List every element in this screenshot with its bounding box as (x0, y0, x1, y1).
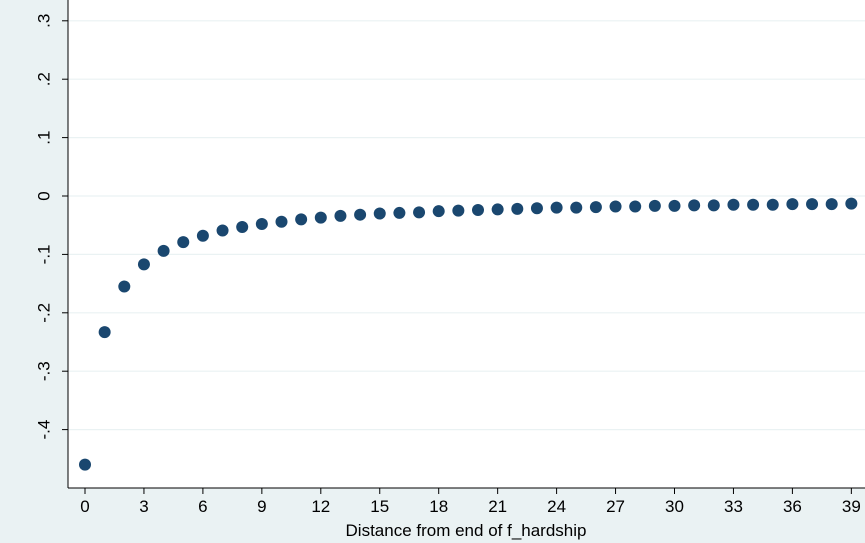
data-point (707, 199, 720, 212)
x-axis-ticks: 0 3 6 9 12 15 18 21 24 27 30 33 36 39 (80, 488, 861, 516)
data-point (609, 200, 622, 213)
data-point (236, 220, 249, 233)
x-axis-title: Distance from end of f_hardship (346, 521, 587, 540)
x-tick-label: 36 (783, 497, 802, 516)
x-tick-label: 24 (547, 497, 566, 516)
data-point (393, 206, 406, 219)
data-point (354, 208, 367, 221)
data-point (727, 198, 740, 211)
data-point (786, 198, 799, 211)
data-point (845, 197, 858, 210)
x-tick-label: 9 (257, 497, 266, 516)
x-tick-label: 18 (429, 497, 448, 516)
gridlines (68, 20, 865, 431)
y-tick-label: -.3 (35, 361, 54, 381)
data-point (255, 218, 268, 231)
data-point (295, 213, 308, 226)
data-point (747, 198, 760, 211)
y-tick-label: -.2 (35, 303, 54, 323)
y-tick-label: 0 (35, 191, 54, 200)
data-point (314, 211, 327, 224)
x-tick-label: 6 (198, 497, 207, 516)
data-point (157, 244, 170, 257)
x-tick-label: 15 (370, 497, 389, 516)
x-tick-label: 30 (665, 497, 684, 516)
data-point (413, 206, 426, 219)
data-points (79, 197, 858, 471)
data-point (334, 209, 347, 222)
data-point (511, 202, 524, 215)
data-point (570, 201, 583, 214)
data-point (491, 203, 504, 216)
x-tick-label: 12 (311, 497, 330, 516)
data-point (629, 200, 642, 213)
data-point (825, 198, 838, 211)
plot-area (68, 0, 865, 488)
data-point (668, 199, 681, 212)
data-point (452, 204, 465, 217)
y-tick-label: -.4 (35, 420, 54, 440)
data-point (137, 258, 150, 271)
x-tick-label: 33 (724, 497, 743, 516)
y-tick-label: .1 (35, 131, 54, 145)
x-tick-label: 3 (139, 497, 148, 516)
data-point (648, 199, 661, 212)
data-point (688, 199, 701, 212)
data-point (589, 201, 602, 214)
data-point (530, 202, 543, 215)
x-tick-label: 21 (488, 497, 507, 516)
data-point (275, 215, 288, 228)
data-point (196, 229, 209, 242)
y-tick-label: -.1 (35, 244, 54, 264)
y-tick-label: .3 (35, 14, 54, 28)
data-point (472, 204, 484, 217)
x-tick-label: 0 (80, 497, 89, 516)
data-point (98, 326, 111, 339)
data-point (432, 205, 445, 218)
data-point (118, 280, 131, 293)
data-point (766, 198, 779, 211)
data-point (79, 458, 91, 471)
y-tick-label: .2 (35, 72, 54, 86)
data-point (216, 224, 229, 237)
data-point (550, 201, 563, 214)
data-point (177, 236, 190, 249)
x-tick-label: 39 (842, 497, 861, 516)
y-axis-ticks: -.4 -.3 -.2 -.1 0 .1 .2 .3 (35, 14, 68, 440)
data-point (373, 207, 386, 220)
data-point (806, 198, 819, 211)
x-tick-label: 27 (606, 497, 625, 516)
